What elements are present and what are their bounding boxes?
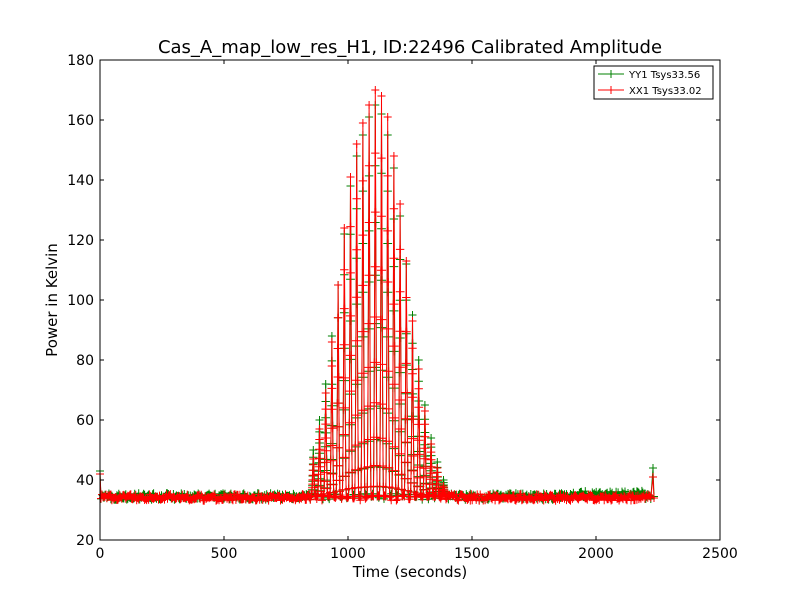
y-tick-label: 20 <box>76 533 94 549</box>
y-tick-label: 120 <box>67 233 94 249</box>
legend-marker-xx1 <box>607 86 615 94</box>
x-tick-label: 1000 <box>330 546 366 562</box>
plot-content <box>96 86 658 505</box>
x-tick-label: 500 <box>211 546 238 562</box>
x-tick-label: 2500 <box>702 546 738 562</box>
chart-title: Cas_A_map_low_res_H1, ID:22496 Calibrate… <box>158 37 662 58</box>
x-tick-label: 2000 <box>578 546 614 562</box>
y-axis-label: Power in Kelvin <box>43 243 61 357</box>
y-tick-label: 180 <box>67 53 94 69</box>
y-tick-label: 160 <box>67 113 94 129</box>
legend: YY1 Tsys33.56 XX1 Tsys33.02 <box>593 65 714 100</box>
x-axis-label: Time (seconds) <box>352 563 468 581</box>
y-tick-label: 60 <box>76 413 94 429</box>
x-tick-label: 0 <box>96 546 105 562</box>
legend-box <box>593 65 714 100</box>
y-tick-label: 40 <box>76 473 94 489</box>
legend-label-yy1: YY1 Tsys33.56 <box>628 70 700 81</box>
y-tick-label: 100 <box>67 293 94 309</box>
legend-label-xx1: XX1 Tsys33.02 <box>629 86 702 97</box>
x-tick-label: 1500 <box>454 546 490 562</box>
y-tick-label: 80 <box>76 353 94 369</box>
legend-marker-yy1 <box>607 70 615 78</box>
y-tick-label: 140 <box>67 173 94 189</box>
ticks-layer: 0 500 1000 1500 2000 2500 20 40 60 80 100 120 140 160… <box>67 53 738 562</box>
